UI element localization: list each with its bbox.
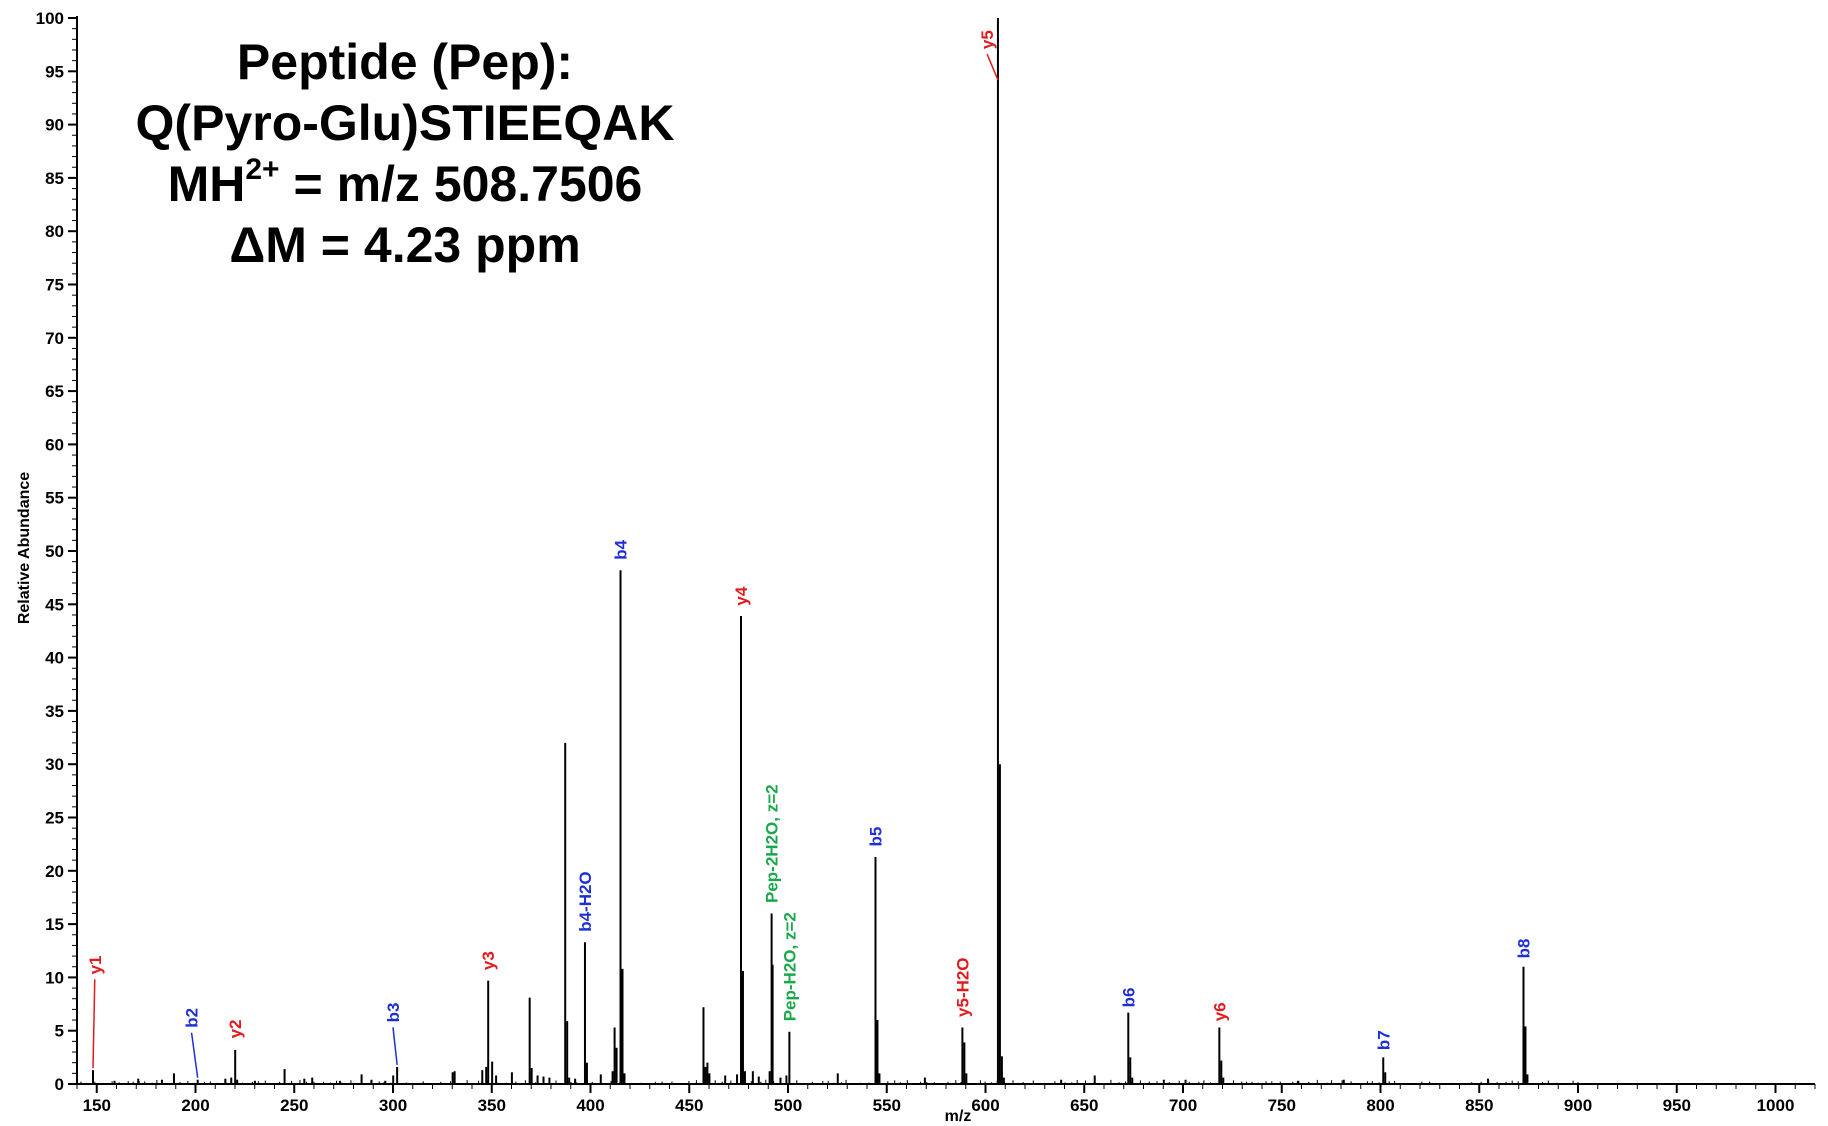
peak-labels: y1 b2 y2 b3 y3 b4-H2O b4 y4 Pep-2H2O, z=2 Pep-H2O… [86, 30, 1534, 1050]
y-tick-label: 50 [45, 542, 64, 561]
y-tick-label: 85 [45, 169, 64, 188]
peak-label-y3: y3 [479, 951, 498, 970]
peak-label-b4-h2o: b4-H2O [576, 871, 595, 931]
x-tick-label: 850 [1465, 1096, 1493, 1115]
charge-state: 2+ [245, 153, 280, 186]
peak-label-b6: b6 [1119, 988, 1138, 1008]
peak-label-b5: b5 [867, 827, 886, 847]
y-tick-label: 55 [45, 489, 64, 508]
y-axis-title: Relative Abundance [16, 472, 33, 624]
x-tick-label: 150 [83, 1096, 111, 1115]
peak-label-y5-h2o: y5-H2O [953, 957, 972, 1017]
x-tick-label: 350 [478, 1096, 506, 1115]
y-tick-label: 45 [45, 595, 64, 614]
x-tick-label: 1000 [1757, 1096, 1795, 1115]
x-tick-label: 250 [280, 1096, 308, 1115]
peak-label-y2: y2 [226, 1019, 245, 1038]
peak-label-y1: y1 [86, 955, 105, 974]
y-tick-label: 20 [45, 862, 64, 881]
y-tick-label: 30 [45, 755, 64, 774]
peak-label-y6: y6 [1210, 1002, 1229, 1021]
x-tick-label: 950 [1663, 1096, 1691, 1115]
x-tick-label: 650 [1070, 1096, 1098, 1115]
axes: 0 5 10 15 20 25 30 35 40 45 50 55 60 65 70 75 80 85 90 95 10… [36, 9, 1816, 1115]
x-tick-label: 600 [971, 1096, 999, 1115]
y-tick-label: 10 [45, 968, 64, 987]
peak-label-b4: b4 [612, 539, 631, 559]
leader-line [92, 979, 96, 1069]
x-tick-label: 750 [1268, 1096, 1296, 1115]
peak-label-b8: b8 [1515, 939, 1534, 959]
y-tick-label: 5 [55, 1022, 64, 1041]
y-tick-label: 95 [45, 62, 64, 81]
leader-line [190, 1032, 199, 1078]
peptide-info: Peptide (Pep): Q(Pyro-Glu)STIEEQAK MH2+ … [105, 32, 705, 276]
peptide-sequence: Q(Pyro-Glu)STIEEQAK [135, 95, 675, 151]
y-tick-label: 0 [55, 1075, 64, 1094]
y-tick-label: 100 [36, 9, 64, 28]
precursor-mz-prefix: MH [167, 156, 246, 212]
x-tick-label: 400 [576, 1096, 604, 1115]
peak-label-pep-2h2o-z-2: Pep-2H2O, z=2 [763, 784, 782, 903]
x-tick-label: 500 [774, 1096, 802, 1115]
x-tick-label: 700 [1169, 1096, 1197, 1115]
y-tick-label: 90 [45, 116, 64, 135]
x-tick-label: 300 [379, 1096, 407, 1115]
x-tick-label: 900 [1564, 1096, 1592, 1115]
mass-error: ΔM = 4.23 ppm [229, 217, 581, 273]
y-tick-label: 15 [45, 915, 64, 934]
peak-label-b7: b7 [1374, 1030, 1393, 1050]
leader-line [986, 53, 999, 81]
peak-label-pep-h2o-z-2: Pep-H2O, z=2 [780, 912, 799, 1021]
x-tick-label: 450 [675, 1096, 703, 1115]
precursor-mz: MH2+ = m/z 508.7506 [105, 154, 705, 215]
peptide-title: Peptide (Pep): [236, 34, 574, 90]
peak-label-b2: b2 [183, 1008, 202, 1028]
y-tick-label: 75 [45, 276, 64, 295]
annotation-leaders [92, 53, 999, 1078]
y-tick-label: 35 [45, 702, 64, 721]
y-tick-label: 60 [45, 435, 64, 454]
peak-label-b3: b3 [384, 1003, 403, 1023]
x-tick-label: 550 [873, 1096, 901, 1115]
x-axis-title: m/z [945, 1108, 972, 1125]
leader-line [392, 1027, 398, 1066]
y-tick-label: 65 [45, 382, 64, 401]
precursor-mz-value: = m/z 508.7506 [279, 156, 643, 212]
x-tick-label: 800 [1366, 1096, 1394, 1115]
x-tick-label: 200 [181, 1096, 209, 1115]
spectrum-peaks [91, 18, 1529, 1084]
y-tick-label: 25 [45, 809, 64, 828]
y-tick-label: 80 [45, 222, 64, 241]
y-tick-label: 70 [45, 329, 64, 348]
peak-label-y4: y4 [732, 586, 751, 605]
peak-label-y5: y5 [978, 30, 997, 49]
y-tick-label: 40 [45, 649, 64, 668]
